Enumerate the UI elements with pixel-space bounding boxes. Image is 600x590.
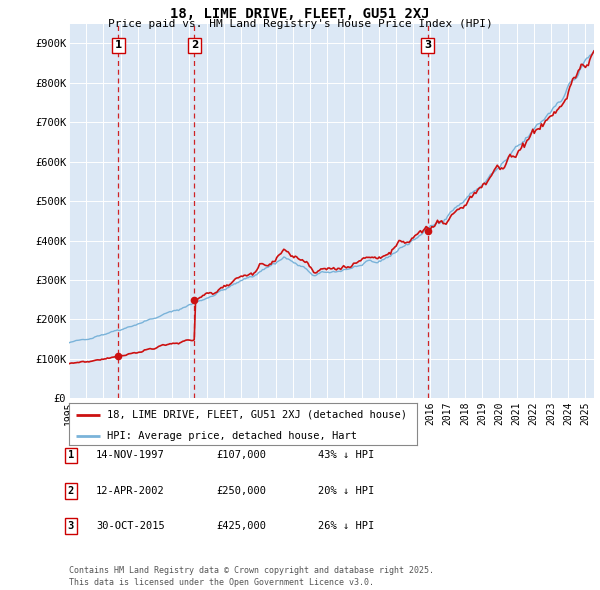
Text: 30-OCT-2015: 30-OCT-2015 (96, 522, 165, 531)
Text: 3: 3 (424, 40, 431, 50)
Text: 1: 1 (115, 40, 122, 50)
Text: £425,000: £425,000 (216, 522, 266, 531)
Text: 3: 3 (68, 522, 74, 531)
Text: 12-APR-2002: 12-APR-2002 (96, 486, 165, 496)
Text: 14-NOV-1997: 14-NOV-1997 (96, 451, 165, 460)
Text: HPI: Average price, detached house, Hart: HPI: Average price, detached house, Hart (107, 431, 357, 441)
Text: 2: 2 (191, 40, 198, 50)
Text: Contains HM Land Registry data © Crown copyright and database right 2025.
This d: Contains HM Land Registry data © Crown c… (69, 566, 434, 587)
Text: £250,000: £250,000 (216, 486, 266, 496)
Text: 20% ↓ HPI: 20% ↓ HPI (318, 486, 374, 496)
Text: 43% ↓ HPI: 43% ↓ HPI (318, 451, 374, 460)
Text: Price paid vs. HM Land Registry's House Price Index (HPI): Price paid vs. HM Land Registry's House … (107, 19, 493, 30)
Text: 1: 1 (68, 451, 74, 460)
Text: £107,000: £107,000 (216, 451, 266, 460)
Text: 26% ↓ HPI: 26% ↓ HPI (318, 522, 374, 531)
Text: 2: 2 (68, 486, 74, 496)
Text: 18, LIME DRIVE, FLEET, GU51 2XJ (detached house): 18, LIME DRIVE, FLEET, GU51 2XJ (detache… (107, 410, 407, 420)
Text: 18, LIME DRIVE, FLEET, GU51 2XJ: 18, LIME DRIVE, FLEET, GU51 2XJ (170, 7, 430, 21)
